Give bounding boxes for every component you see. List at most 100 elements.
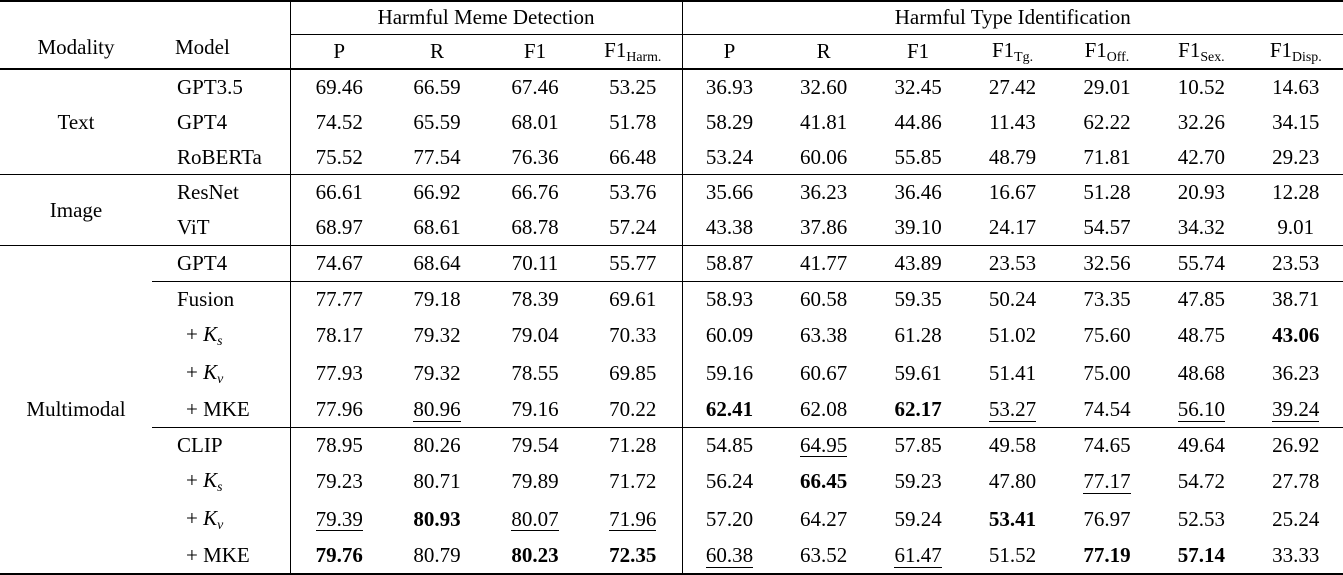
metric-cell: 27.42	[965, 68, 1060, 105]
metric-cell: 29.01	[1059, 68, 1155, 105]
table-row: + Kv 77.93 79.32 78.55 69.85 59.16 60.67 59.61 5…	[0, 354, 1343, 393]
metric-cell: 53.25	[584, 68, 683, 105]
metric-cell: 72.35	[609, 542, 657, 567]
metric-cell: 12.28	[1248, 174, 1343, 211]
metric-cell: 68.61	[413, 215, 461, 240]
metric-cell: 20.93	[1154, 174, 1249, 211]
metric-cell: 53.76	[584, 174, 683, 211]
metric-cell: 76.36	[511, 144, 559, 169]
metric-cell: 54.85	[681, 426, 777, 463]
metric-cell: 78.95	[289, 426, 388, 463]
metric-cell: 80.93	[413, 506, 461, 531]
metric-cell: 32.45	[870, 68, 966, 105]
metric-cell: 51.28	[1059, 174, 1155, 211]
metric-cell: 62.41	[681, 392, 777, 428]
metric-cell: 51.52	[988, 542, 1037, 567]
modality-column-header: Modality	[0, 1, 152, 70]
metric-header-idf-f1-off: F1Off.	[1059, 34, 1155, 70]
metric-cell: 80.79	[413, 542, 461, 567]
metric-cell: 36.46	[870, 174, 966, 211]
table-row: GPT4 74.52 65.59 68.01 51.78 58.29 41.81 44.86 1…	[0, 105, 1343, 140]
metric-cell: 78.39	[486, 281, 584, 317]
metric-cell: 77.96	[289, 392, 388, 428]
metric-cell: 69.61	[584, 281, 683, 317]
metric-cell: 59.23	[894, 469, 942, 493]
metric-cell: 79.39	[289, 500, 388, 538]
metric-cell: 66.92	[388, 174, 486, 211]
metric-cell: 59.24	[894, 506, 942, 531]
table-body: Text GPT3.5 69.46 66.59 67.46 53.25 36.93 32.60…	[0, 68, 1343, 574]
metric-cell: 79.18	[388, 281, 486, 317]
metric-cell: 42.70	[1177, 144, 1225, 169]
metric-cell: 55.77	[584, 245, 683, 282]
metric-cell: 56.24	[681, 462, 777, 501]
metric-cell: 48.79	[988, 144, 1037, 169]
table-row: + Kv 79.39 80.93 80.07 71.96 57.20 64.27 59.24 5…	[0, 500, 1343, 538]
metric-cell: 62.17	[894, 396, 942, 421]
metric-cell: 71.96	[609, 506, 657, 532]
metric-cell: 63.52	[800, 542, 848, 567]
model-column-header: Model	[152, 1, 290, 70]
metric-cell: 43.89	[870, 245, 966, 282]
table-row: + MKE 77.96 80.96 79.16 70.22 62.41 62.08 62.17…	[0, 392, 1343, 428]
metric-cell: 32.56	[1059, 245, 1155, 282]
metric-header-det-r: R	[388, 34, 486, 70]
table-row: Text GPT3.5 69.46 66.59 67.46 53.25 36.93 32.60…	[0, 68, 1343, 175]
metric-cell: 37.86	[800, 215, 848, 240]
metric-cell: 61.28	[894, 323, 942, 348]
metric-cell: 66.76	[486, 174, 584, 211]
metric-cell: 71.28	[584, 426, 683, 463]
model-cell: CLIP	[152, 426, 290, 463]
metric-cell: 32.26	[1177, 109, 1225, 134]
model-cell: + MKE	[186, 542, 250, 567]
metric-cell: 60.58	[776, 281, 871, 317]
metric-header-det-p: P	[289, 34, 388, 70]
metric-cell: 24.17	[988, 215, 1037, 240]
metric-cell: 57.14	[1177, 542, 1225, 567]
metric-cell: 79.89	[511, 469, 559, 493]
metric-cell: 60.06	[800, 144, 848, 169]
metric-cell: 70.11	[486, 245, 584, 282]
metric-cell: 32.60	[776, 68, 871, 105]
metric-header-det-f1: F1	[486, 34, 584, 70]
metric-cell: 79.16	[511, 396, 559, 421]
metric-cell: 39.24	[1272, 396, 1320, 422]
metric-cell: 76.97	[1083, 506, 1131, 531]
metric-cell: 68.78	[511, 215, 559, 240]
metric-cell: 44.86	[894, 109, 942, 134]
metric-cell: 49.58	[965, 426, 1060, 463]
group-header-row: Modality Model Harmful Meme Detection Ha…	[0, 1, 1343, 70]
metric-cell: 33.33	[1272, 542, 1320, 567]
metric-cell: 38.71	[1248, 281, 1343, 317]
metric-cell: 57.85	[870, 426, 966, 463]
metric-cell: 77.17	[1083, 469, 1131, 494]
metric-cell: 29.23	[1272, 144, 1320, 169]
metric-header-idf-f1-sex: F1Sex.	[1154, 34, 1249, 70]
metric-header-idf-f1-tg: F1Tg.	[965, 34, 1060, 70]
model-cell: GPT4	[177, 109, 228, 134]
metric-cell: 73.35	[1059, 281, 1155, 317]
metric-cell: 69.85	[609, 360, 657, 385]
table-row: Fusion 77.77 79.18 78.39 69.61 58.93 60.58 59.3…	[0, 281, 1343, 317]
metric-cell: 80.26	[388, 426, 486, 463]
metric-cell: 79.04	[511, 323, 559, 348]
metric-cell: 70.33	[609, 323, 657, 348]
metric-cell: 23.53	[965, 245, 1060, 282]
metric-cell: 74.67	[289, 245, 388, 282]
metric-cell: 60.38	[681, 537, 777, 574]
metric-cell: 71.72	[609, 469, 657, 493]
metric-cell: 54.57	[1083, 215, 1131, 240]
metric-cell: 70.22	[609, 396, 657, 421]
metric-cell: 14.63	[1248, 68, 1343, 105]
metric-cell: 79.23	[289, 462, 388, 501]
metric-cell: 9.01	[1277, 215, 1315, 240]
metric-cell: 43.38	[681, 210, 777, 246]
metric-cell: 77.54	[413, 144, 461, 169]
metric-cell: 51.02	[988, 323, 1037, 348]
metric-cell: 55.85	[894, 144, 942, 169]
metric-cell: 23.53	[1248, 245, 1343, 282]
metric-cell: 63.38	[800, 323, 848, 348]
model-cell: + Kv	[186, 359, 224, 386]
model-cell: GPT3.5	[152, 68, 290, 105]
metric-cell: 71.81	[1083, 144, 1131, 169]
